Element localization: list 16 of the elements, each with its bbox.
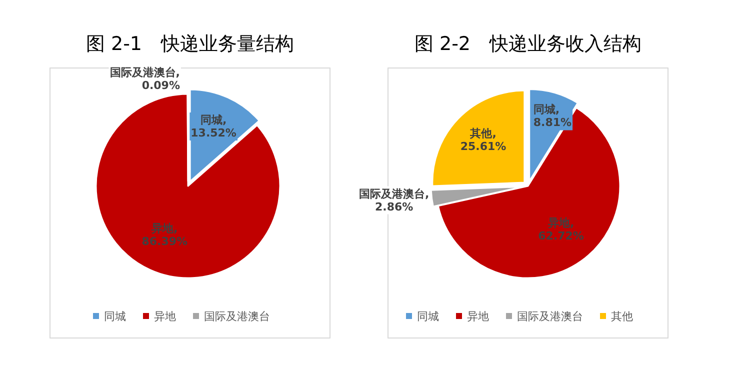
legend-label: 同城: [104, 310, 126, 323]
legend-label: 国际及港澳台: [204, 310, 270, 323]
data-label: 国际及港澳台, 0.09%: [110, 66, 180, 92]
data-label: 同城, 13.52%: [190, 113, 236, 140]
data-label: 异地, 86.39%: [142, 222, 188, 248]
legend-label: 异地: [467, 310, 489, 323]
legend-label: 同城: [417, 310, 439, 323]
legend-label: 国际及港澳台: [517, 310, 583, 323]
data-label: 国际及港澳台, 2.86%: [359, 187, 430, 214]
data-label: 异地, 62.72%: [538, 216, 584, 242]
chart-title: 图 2-2 快递业务收入结构: [414, 33, 642, 55]
legend-label: 异地: [154, 310, 176, 323]
data-label: 其他, 25.61%: [460, 126, 506, 153]
chart-title: 图 2-1 快递业务量结构: [86, 33, 294, 55]
legend-label: 其他: [611, 310, 633, 323]
data-label: 同城, 8.81%: [533, 103, 572, 130]
